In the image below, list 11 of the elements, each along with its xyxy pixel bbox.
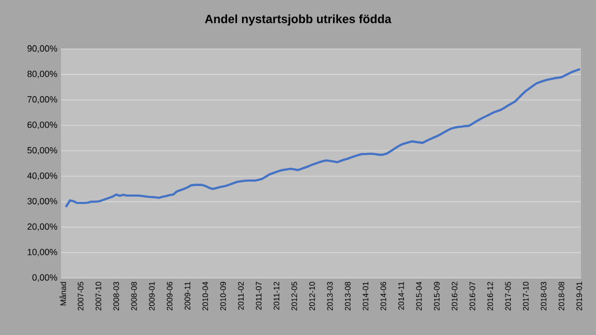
y-tick-label: 20,00% xyxy=(28,223,58,231)
y-tick-label: 40,00% xyxy=(27,172,58,180)
y-tick-label: 70,00% xyxy=(28,96,58,104)
y-tick-label: 30,00% xyxy=(27,198,58,206)
y-tick-label: 80,00% xyxy=(27,70,58,78)
y-tick-label: 10,00% xyxy=(28,248,58,256)
y-tick-label: 60,00% xyxy=(28,122,58,130)
y-tick-label: 90,00% xyxy=(27,45,58,53)
y-tick-label: 50,00% xyxy=(27,147,58,154)
y-tick-label: 0,00% xyxy=(32,274,58,282)
chart-title: Andel nystartsjobb utrikes födda xyxy=(204,14,392,26)
